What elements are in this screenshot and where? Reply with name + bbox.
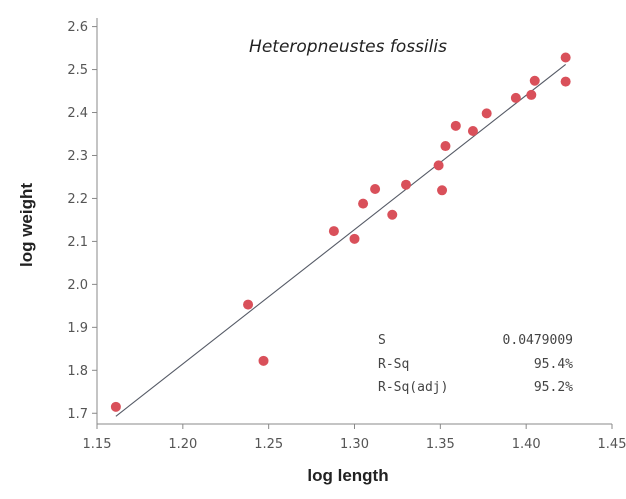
data-point [437,185,448,196]
data-point [440,141,451,152]
data-point [258,355,269,366]
x-ticks: 1.15 1.20 1.25 1.30 1.35 1.40 1.45 [83,424,626,452]
x-axis-title: log length [307,466,388,485]
y-ticks: 1.7 1.8 1.9 2.0 2.1 2.2 2.3 2.4 2.5 2.6 [67,20,97,422]
data-point [481,108,492,119]
x-tick-label: 1.40 [512,437,541,452]
x-tick-label: 1.15 [83,437,112,452]
y-axis-title: log weight [17,183,36,267]
y-tick-label: 2.2 [67,192,88,207]
x-tick-label: 1.30 [340,437,369,452]
data-point [510,92,521,103]
chart-title: Heteropneustes fossilis [249,37,447,57]
y-tick-label: 2.3 [67,149,88,164]
y-tick-label: 1.7 [67,407,88,422]
data-point [328,226,339,237]
data-point [358,198,369,209]
data-point [560,76,571,87]
data-point [370,183,381,194]
y-tick-label: 1.8 [67,364,88,379]
data-point [450,120,461,131]
data-point [433,160,444,171]
y-tick-label: 2.4 [67,106,88,121]
x-tick-label: 1.20 [168,437,197,452]
data-point [243,299,254,310]
y-tick-label: 2.5 [67,63,88,78]
data-point [526,89,537,100]
x-tick-label: 1.25 [254,437,283,452]
y-tick-label: 2.6 [67,20,88,35]
stat-label-s: S [378,333,386,348]
stat-value-rsq-adj: 95.2% [534,380,573,395]
data-point [529,75,540,86]
y-tick-label: 2.0 [67,278,88,293]
y-tick-label: 2.1 [67,235,88,250]
data-point [110,401,121,412]
fit-line-group [115,63,566,417]
stat-label-rsq: R-Sq [378,357,409,372]
x-tick-label: 1.35 [426,437,455,452]
stat-value-rsq: 95.4% [534,357,573,372]
x-tick-label: 1.45 [598,437,626,452]
data-point [349,233,360,244]
data-point [401,179,411,190]
y-tick-label: 1.9 [67,321,88,336]
data-point [560,52,571,63]
data-point [467,125,478,136]
regression-line [115,63,566,417]
data-point [387,209,398,220]
stats-box: S 0.0479009 R-Sq 95.4% R-Sq(adj) 95.2% [378,333,573,395]
data-points [110,52,571,412]
stat-label-rsq-adj: R-Sq(adj) [378,380,448,395]
stat-value-s: 0.0479009 [503,333,573,348]
